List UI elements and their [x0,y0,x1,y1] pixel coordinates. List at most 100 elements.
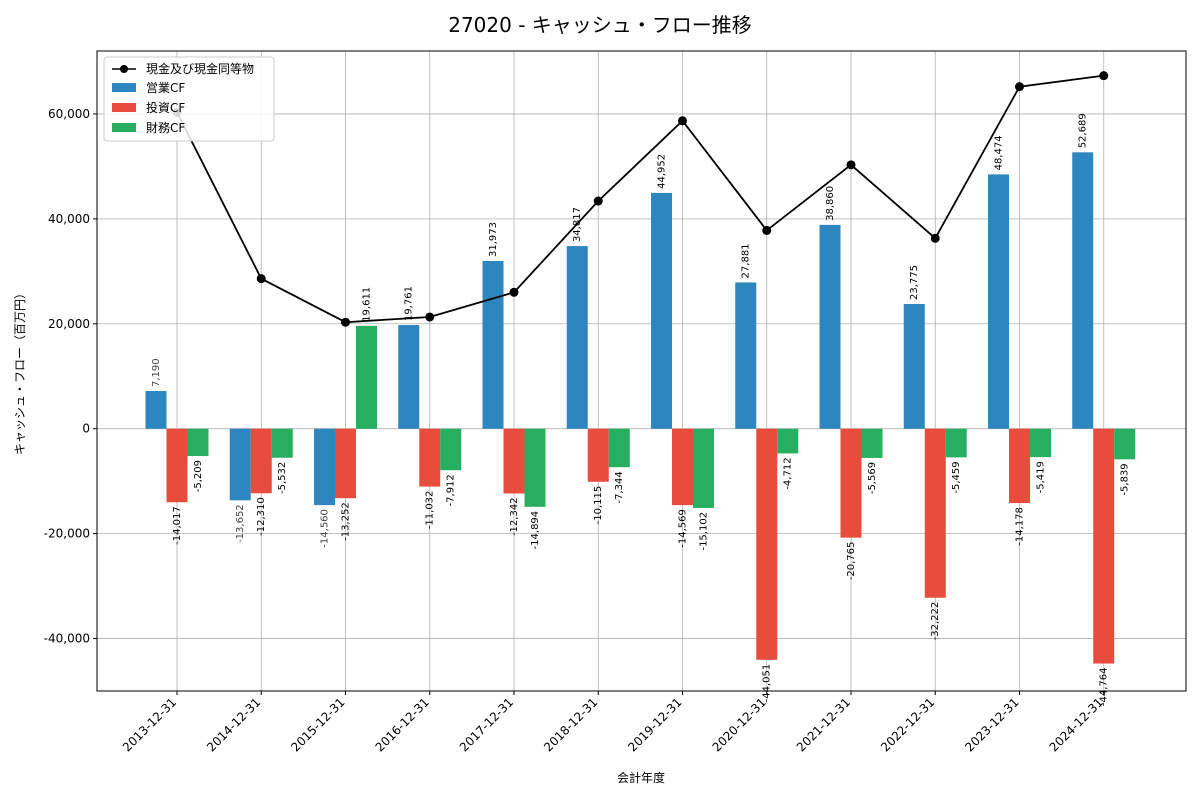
bar-investing-cf [756,428,778,660]
plot-frame [96,50,1187,692]
bar-financing-cf [440,428,462,471]
y-tick-label: 40,000 [48,212,90,226]
bar-investing-cf [419,428,441,487]
data-label-financing-cf: -5,569 [867,462,878,494]
legend-item-cash: 現金及び現金同等物 [112,61,254,76]
x-axis-label: 会計年度 [617,770,665,785]
bar-financing-cf [271,428,293,458]
bar-operating-cf [229,428,251,501]
x-tick-label: 2017-12-31 [457,695,516,754]
legend-box [103,56,275,142]
legend-item-financing: 財務CF [112,120,185,135]
bar-operating-cf [651,192,672,429]
data-label-investing-cf: -20,765 [846,542,857,581]
bar-operating-cf [398,325,420,429]
bar-operating-cf [1072,152,1094,429]
data-label-operating-cf: -13,652 [235,504,246,543]
data-label-financing-cf: -4,712 [783,457,794,489]
data-label-layer: 7,190 -13,652 -14,560 19,761 31,973 34,817 44,… [151,113,1131,706]
cash-equivalents-point [593,196,603,206]
x-tick-label: 2024-12-31 [1047,695,1106,754]
legend-marker-swatch [120,65,128,73]
data-label-investing-cf: -13,252 [341,502,352,541]
bar-financing-cf [693,428,714,508]
bar-investing-cf [672,428,693,506]
x-tick-label: 2019-12-31 [625,695,684,754]
data-label-operating-cf: 27,881 [741,243,752,278]
data-label-financing-cf: -14,894 [530,511,541,550]
data-label-financing-cf: 19,611 [362,287,373,322]
bar-investing-cf [587,428,609,482]
data-label-operating-cf: 38,860 [825,186,836,221]
x-tick-label: 2014-12-31 [204,695,263,754]
bar-operating-cf [903,303,925,429]
y-tick-label: 0 [82,422,90,436]
data-label-investing-cf: -12,310 [256,497,267,536]
bar-investing-cf [503,428,525,494]
bar-operating-cf [482,260,504,429]
cash-equivalents-point [1099,71,1109,81]
x-tick-label: 2020-12-31 [710,695,769,754]
bar-investing-cf [1009,428,1030,504]
bar-financing-cf [777,428,799,454]
bar-layer [145,152,1136,664]
data-label-investing-cf: -14,569 [678,509,689,548]
legend: 現金及び現金同等物 営業CF 投資CF 財務CF [103,56,275,142]
bar-financing-cf [945,428,967,458]
x-tick-label: 2018-12-31 [541,695,600,754]
data-label-investing-cf: -10,115 [593,486,604,525]
legend-swatch-investing [112,103,136,112]
data-label-financing-cf: -5,839 [1120,463,1131,495]
bar-investing-cf [1093,428,1115,664]
legend-item-operating: 営業CF [112,81,185,95]
data-label-financing-cf: -5,209 [193,460,204,492]
bar-operating-cf [735,282,757,429]
bar-financing-cf [1114,428,1136,460]
legend-label-cash: 現金及び現金同等物 [146,61,254,76]
legend-label-investing: 投資CF [146,100,185,115]
y-axis-label: キャッシュ・フロー（百万円） [13,287,27,455]
bar-investing-cf [166,428,188,503]
bar-financing-cf [861,428,883,458]
cash-equivalents-point [425,312,435,322]
data-label-investing-cf: -14,178 [1015,507,1026,546]
data-label-operating-cf: 31,973 [488,222,499,257]
bar-financing-cf [608,428,630,468]
bar-financing-cf [1030,428,1051,458]
data-label-operating-cf: -14,560 [320,509,331,548]
data-label-operating-cf: 34,817 [572,207,583,242]
cash-equivalents-point [930,233,940,243]
data-label-investing-cf: -44,764 [1099,668,1110,707]
grid-layer [97,51,1186,691]
bar-investing-cf [924,428,946,598]
data-label-operating-cf: 48,474 [994,135,1005,170]
cash-equivalents-point [762,225,772,235]
data-label-investing-cf: -32,222 [930,602,941,641]
cash-equivalents-line [176,74,1104,324]
data-label-financing-cf: -7,912 [446,474,457,506]
x-tick-label: 2013-12-31 [120,695,179,754]
cash-equivalents-point [678,116,687,126]
data-label-operating-cf: 7,190 [151,358,162,387]
y-tick-label: -20,000 [44,527,90,541]
bar-investing-cf [250,428,272,494]
bar-investing-cf [840,428,862,538]
data-label-financing-cf: -5,419 [1036,461,1047,493]
y-tick-label: 60,000 [48,107,90,121]
data-label-investing-cf: -14,017 [172,506,183,545]
data-label-financing-cf: -15,102 [699,512,710,551]
x-tick-label: 2021-12-31 [794,695,853,754]
bar-operating-cf [988,174,1009,429]
cash-equivalents-point [846,160,856,170]
bar-financing-cf [524,428,546,507]
legend-label-operating: 営業CF [146,81,185,95]
line-layer [172,71,1109,327]
legend-swatch-financing [112,123,136,132]
x-tick-label: 2016-12-31 [373,695,432,754]
data-label-operating-cf: 44,952 [657,154,668,189]
bar-financing-cf [356,325,377,429]
data-label-investing-cf: -12,342 [509,497,520,536]
bar-operating-cf [566,246,588,429]
data-label-investing-cf: -11,032 [425,491,436,530]
data-label-investing-cf: -44,051 [762,664,773,703]
